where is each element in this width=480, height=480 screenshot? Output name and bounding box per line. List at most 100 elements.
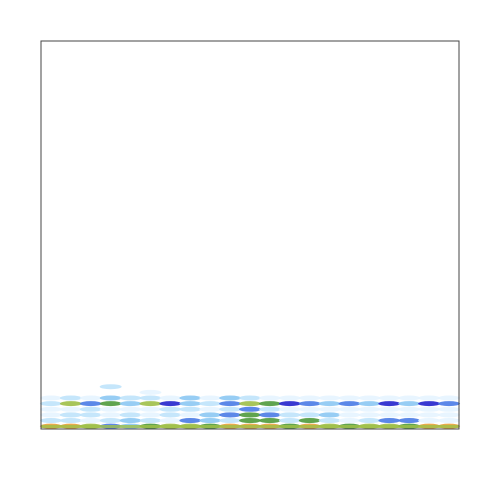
heatmap-cell	[239, 395, 261, 401]
heatmap-cell	[219, 406, 242, 412]
heatmap-cell	[99, 406, 122, 412]
heatmap-cell	[199, 412, 222, 418]
heatmap-cell	[298, 406, 321, 412]
heatmap-cell	[318, 418, 341, 424]
heatmap-cell	[59, 412, 82, 418]
heatmap-cell	[40, 395, 62, 401]
heatmap-cell	[159, 412, 182, 418]
heatmap-cell	[40, 418, 62, 424]
heatmap-cell	[139, 418, 162, 424]
heatmap-cell	[338, 406, 361, 412]
heatmap-cell	[239, 401, 261, 407]
heatmap-cell	[179, 395, 202, 401]
heatmap-cell	[258, 412, 281, 418]
heatmap-cell	[99, 412, 122, 418]
heatmap-cell	[438, 406, 460, 412]
heatmap-cell	[418, 418, 441, 424]
heatmap-cell	[318, 406, 341, 412]
heatmap-cell	[358, 412, 381, 418]
heatmap-cell	[159, 401, 182, 407]
heatmap-cell	[278, 412, 301, 418]
heatmap-cell	[159, 406, 182, 412]
axes-frame	[40, 40, 460, 430]
heatmap-cell	[199, 395, 222, 401]
heatmap-cell	[338, 412, 361, 418]
heatmap-cell	[199, 401, 222, 407]
heatmap-cell	[338, 395, 361, 401]
heatmap-cell	[378, 395, 401, 401]
heatmap-cell	[398, 418, 421, 424]
heatmap-cell	[119, 412, 142, 418]
heatmap-cell	[378, 401, 401, 407]
heatmap-cell	[159, 395, 182, 401]
heatmap-cell	[59, 401, 82, 407]
plot-area	[40, 384, 460, 429]
heatmap-cell	[179, 401, 202, 407]
heatmap-cell	[139, 412, 162, 418]
heatmap-cell	[40, 412, 62, 418]
heatmap-cell	[79, 412, 102, 418]
heatmap-cell	[59, 406, 82, 412]
heatmap-cell	[179, 418, 202, 424]
heatmap-cell	[219, 395, 242, 401]
heatmap-cell	[179, 406, 202, 412]
heatmap-cell	[418, 401, 441, 407]
heatmap-cell	[278, 406, 301, 412]
heatmap-cell	[99, 401, 122, 407]
heatmap-cell	[358, 418, 381, 424]
heatmap-cell	[258, 418, 281, 424]
heatmap-cell	[219, 401, 242, 407]
heatmap-cell	[358, 395, 381, 401]
heatmap-cell	[298, 401, 321, 407]
heatmap-cell	[358, 401, 381, 407]
heatmap-cell	[398, 395, 421, 401]
heatmap-cell	[258, 406, 281, 412]
heatmap-cell	[119, 418, 142, 424]
heatmap-cell	[239, 418, 261, 424]
heatmap-cell	[99, 384, 122, 390]
heatmap-cell	[258, 395, 281, 401]
heatmap-cell	[199, 418, 222, 424]
heatmap-cell	[219, 412, 242, 418]
heatmap-cell	[79, 401, 102, 407]
heatmap-cell	[219, 418, 242, 424]
heatmap-cell	[298, 418, 321, 424]
heatmap-cell	[278, 418, 301, 424]
heatmap-cell	[278, 401, 301, 407]
heatmap-cell	[318, 401, 341, 407]
heatmap-cell	[139, 401, 162, 407]
heatmap-cell	[139, 406, 162, 412]
heatmap-cell	[318, 412, 341, 418]
heatmap-cell	[79, 418, 102, 424]
heatmap-cell	[179, 412, 202, 418]
heatmap-cell	[338, 401, 361, 407]
heatmap-cell	[99, 418, 122, 424]
heatmap-cell	[59, 418, 82, 424]
heatmap-cell	[99, 395, 122, 401]
heatmap-cell	[418, 406, 441, 412]
heatmap-cell	[59, 395, 82, 401]
heatmap-cell	[119, 401, 142, 407]
heatmap-cell	[418, 395, 441, 401]
heatmap-cell	[79, 395, 102, 401]
heatmap-cell	[318, 395, 341, 401]
heatmap-cell	[119, 395, 142, 401]
heatmap-cell	[239, 412, 261, 418]
heatmap-baseline-band	[41, 425, 459, 428]
heatmap-cell	[438, 395, 460, 401]
heatmap-cell	[338, 418, 361, 424]
heatmap-cell	[139, 389, 162, 395]
heatmap-cell	[79, 406, 102, 412]
heatmap-cell	[40, 406, 62, 412]
heatmap-cell	[398, 412, 421, 418]
heatmap-cell	[258, 401, 281, 407]
heatmap-cell	[278, 395, 301, 401]
heatmap-cell	[119, 406, 142, 412]
heatmap-cell	[438, 412, 460, 418]
heatmap-cell	[418, 412, 441, 418]
heatmap-cell	[139, 395, 162, 401]
heatmap-cell	[378, 418, 401, 424]
heatmap-cell	[378, 412, 401, 418]
